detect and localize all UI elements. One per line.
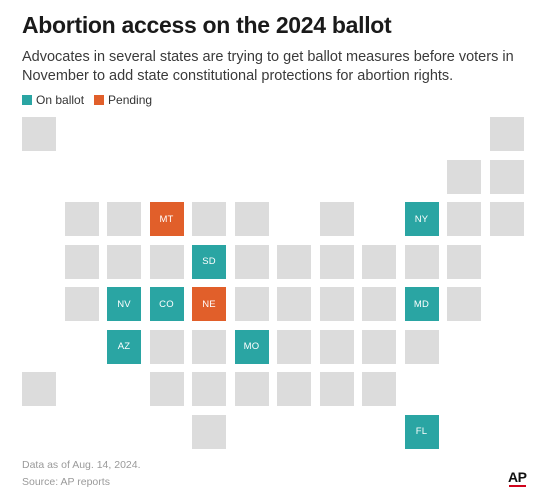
state-tile xyxy=(277,372,311,406)
state-tile xyxy=(447,287,481,321)
state-tile xyxy=(22,117,56,151)
ap-logo: AP xyxy=(508,469,527,485)
data-date-note: Data as of Aug. 14, 2024. xyxy=(22,459,141,471)
state-tile xyxy=(234,202,269,236)
state-tile xyxy=(319,329,354,364)
state-tile xyxy=(234,244,269,279)
legend-swatch-pending xyxy=(94,95,105,105)
state-tile xyxy=(489,202,524,236)
state-tile xyxy=(107,244,141,279)
state-tile xyxy=(489,159,524,194)
state-tile xyxy=(319,202,354,236)
state-tile xyxy=(107,202,141,236)
state-tile xyxy=(404,244,439,279)
state-tile xyxy=(192,202,226,236)
state-tile-ny: NY xyxy=(404,202,439,236)
state-tile xyxy=(319,287,354,321)
state-tile-nv: NV xyxy=(107,287,141,321)
state-tile xyxy=(489,117,524,151)
state-tile-sd: SD xyxy=(192,244,226,279)
state-tile xyxy=(319,244,354,279)
state-tile xyxy=(64,287,99,321)
state-tile xyxy=(319,372,354,406)
state-tile xyxy=(447,159,481,194)
state-tile xyxy=(64,202,99,236)
state-tile xyxy=(447,244,481,279)
state-tile xyxy=(447,202,481,236)
subtitle: Advocates in several states are trying t… xyxy=(22,49,514,84)
state-tile xyxy=(149,244,184,279)
state-tile xyxy=(362,372,396,406)
state-tile xyxy=(22,372,56,406)
page-title: Abortion access on the 2024 ballot xyxy=(22,12,392,38)
state-tile xyxy=(192,329,226,364)
state-tile xyxy=(277,329,311,364)
state-tile xyxy=(362,329,396,364)
state-tile-md: MD xyxy=(404,287,439,321)
legend: On ballot Pending xyxy=(22,93,152,107)
state-tile xyxy=(192,372,226,406)
legend-label-pending: Pending xyxy=(108,93,153,107)
state-tile xyxy=(234,287,269,321)
legend-label-on-ballot: On ballot xyxy=(36,93,85,107)
state-tile xyxy=(149,372,184,406)
legend-item-on-ballot: On ballot xyxy=(22,93,84,107)
state-tile xyxy=(234,372,269,406)
source-note: Source: AP reports xyxy=(22,476,110,488)
ap-logo-underline xyxy=(509,485,526,487)
state-tile-fl: FL xyxy=(404,414,439,449)
state-tile-co: CO xyxy=(149,287,184,321)
legend-item-pending: Pending xyxy=(94,93,152,107)
state-tile xyxy=(362,287,396,321)
legend-swatch-on-ballot xyxy=(22,95,32,105)
state-tile xyxy=(404,329,439,364)
state-tile xyxy=(149,329,184,364)
state-tile-mt: MT xyxy=(149,202,184,236)
state-tile xyxy=(362,244,396,279)
state-tile xyxy=(192,414,226,449)
state-tile-az: AZ xyxy=(107,329,141,364)
state-tile xyxy=(277,287,311,321)
state-tile-ne: NE xyxy=(192,287,226,321)
state-tile-mo: MO xyxy=(234,329,269,364)
state-tile xyxy=(64,244,99,279)
state-tile xyxy=(277,244,311,279)
